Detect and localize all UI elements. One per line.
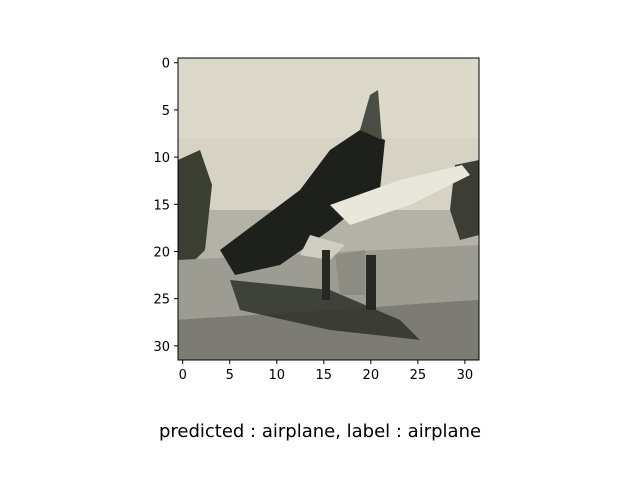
x-axis: 0 5 10 15 20 25 30 [179, 360, 474, 383]
x-tick-label: 20 [363, 368, 380, 383]
airplane-image [178, 58, 479, 360]
y-tick-label: 30 [153, 340, 170, 355]
x-tick-label: 30 [457, 368, 474, 383]
x-tick-label: 5 [226, 368, 234, 383]
y-tick-label: 0 [162, 57, 170, 72]
y-axis: 0 5 10 15 20 25 30 [153, 57, 178, 355]
axes-frame [177, 57, 480, 361]
y-tick-label: 20 [153, 245, 170, 260]
y-tick-label: 25 [153, 293, 170, 308]
y-tick-label: 5 [162, 104, 170, 119]
y-tick-label: 10 [153, 151, 170, 166]
prediction-caption: predicted : airplane, label : airplane [158, 421, 482, 442]
y-tick-label: 15 [153, 198, 170, 213]
x-tick-label: 15 [316, 368, 333, 383]
x-tick-label: 25 [410, 368, 427, 383]
x-tick-label: 0 [179, 368, 187, 383]
x-tick-label: 10 [268, 368, 285, 383]
